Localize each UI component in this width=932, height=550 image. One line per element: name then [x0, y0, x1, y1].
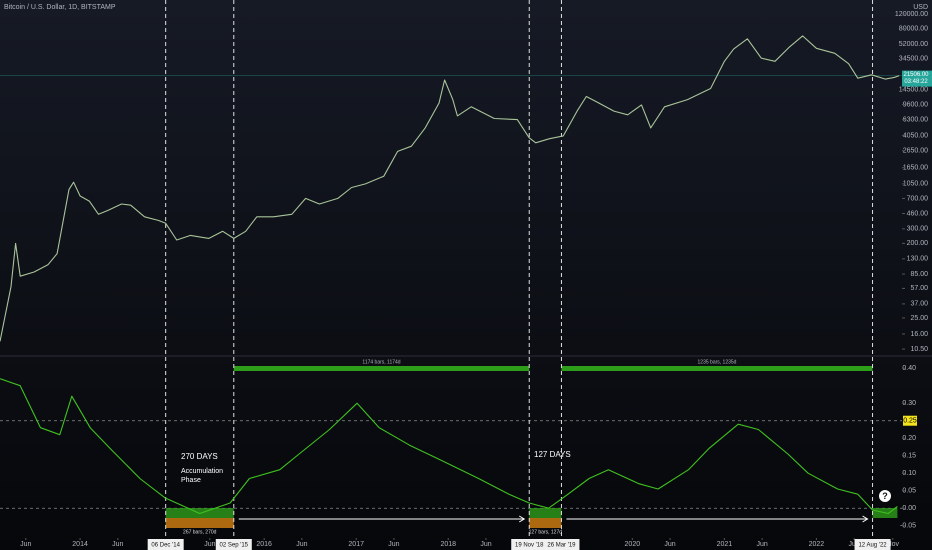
x-tick-label: 2022 — [809, 541, 825, 548]
x-tick-label: Jun — [20, 541, 31, 548]
y-tick-label: 130.00 — [907, 256, 929, 263]
range-box — [529, 508, 562, 518]
series-line — [0, 378, 898, 515]
y-tick-label: 0.30 — [902, 400, 916, 407]
last-price-bg — [902, 70, 932, 87]
annotation: Accumulation — [181, 468, 223, 475]
x-tick-label: Nov — [887, 541, 900, 548]
y-tick-label: 14500.00 — [899, 87, 928, 94]
marker-label-bg — [511, 539, 548, 550]
marker-label-bg — [215, 539, 252, 550]
x-tick-label: Jun — [296, 541, 307, 548]
last-price-label: 21506.00 — [903, 72, 929, 78]
y-tick-label: 4050.00 — [903, 132, 928, 139]
y-tick-label: 80000.00 — [899, 25, 928, 32]
question-badge — [879, 490, 891, 502]
range-label: 1235 bars, 1235d — [698, 359, 737, 365]
y-tick-label: 700.00 — [907, 195, 929, 202]
y-tick-label: 1650.00 — [903, 165, 928, 172]
range-box-lower — [529, 518, 562, 528]
countdown-label: 03:48:22 — [904, 79, 928, 85]
y-tick-label: 2650.00 — [903, 148, 928, 155]
y-tick-label: 0.15 — [902, 453, 916, 460]
y-tick-label: 85.00 — [910, 271, 928, 278]
y-tick-label: 25.00 — [910, 315, 928, 322]
y-tick-label: 0.10 — [902, 470, 916, 477]
marker-label-bg — [854, 539, 891, 550]
y-tick-label: 52000.00 — [899, 41, 928, 48]
y-tick-label: 460.00 — [907, 210, 929, 217]
annotation: 270 DAYS — [181, 452, 218, 461]
y-tick-label: 57.00 — [910, 285, 928, 292]
marker-label: 19 Nov '18 — [515, 543, 544, 549]
marker-label-bg — [543, 539, 580, 550]
marker-label: 02 Sep '15 — [220, 543, 249, 549]
x-tick-label: 2020 — [625, 541, 641, 548]
y-tick-label: 120000.00 — [895, 11, 928, 18]
y-tick-label: 37.00 — [910, 301, 928, 308]
range-label: 1174 bars, 1174d — [362, 359, 400, 365]
annotation: ? — [882, 491, 888, 501]
arrow-head — [518, 515, 526, 523]
range-label: 267 bars, 270d — [183, 529, 217, 535]
y-tick-label: 6300.00 — [903, 116, 928, 123]
marker-label: 26 Mar '19 — [547, 543, 576, 549]
range-bar — [233, 366, 530, 371]
chart-title: Bitcoin / U.S. Dollar, 1D, BITSTAMP — [4, 4, 116, 11]
unit-label: USD — [913, 4, 928, 11]
x-tick-label: 2021 — [717, 541, 733, 548]
reference-label: 0.25 — [903, 418, 917, 425]
reference-label-bg — [903, 415, 917, 426]
x-tick-label: Jun — [480, 541, 491, 548]
marker-label-bg — [147, 539, 184, 550]
x-tick-label: 2016 — [256, 541, 272, 548]
y-tick-label: 16.00 — [910, 331, 928, 338]
y-tick-label: 10.50 — [910, 346, 928, 353]
arrow-head — [862, 515, 869, 523]
y-tick-label: 0.20 — [902, 435, 916, 442]
x-tick-label: Jun — [848, 541, 859, 548]
x-tick-label: 2017 — [348, 541, 364, 548]
y-tick-label: 1050.00 — [903, 181, 928, 188]
range-box-lower — [165, 518, 234, 528]
annotation: Phase — [181, 477, 201, 484]
x-tick-label: 2014 — [72, 541, 88, 548]
y-tick-label: 200.00 — [907, 240, 929, 247]
x-tick-label: Jun — [664, 541, 675, 548]
y-tick-label: 0.40 — [902, 365, 916, 372]
marker-label: 12 Aug '22 — [858, 543, 887, 549]
y-tick-label: 9600.00 — [903, 101, 928, 108]
marker-label: 06 Dec '14 — [151, 543, 180, 549]
range-label: 127 bars, 127d — [529, 529, 563, 535]
y-tick-label: 0.05 — [902, 488, 916, 495]
x-tick-label: Jun — [204, 541, 215, 548]
x-tick-label: 2018 — [440, 541, 456, 548]
x-tick-label: Jun — [112, 541, 123, 548]
y-tick-label: -0.05 — [900, 523, 916, 530]
series-line — [0, 35, 900, 342]
range-bar — [561, 366, 873, 371]
y-tick-label: 0.00 — [902, 505, 916, 512]
annotation: 127 DAYS — [534, 450, 571, 459]
x-tick-label: Jun — [756, 541, 767, 548]
x-tick-label: Jun — [388, 541, 399, 548]
y-tick-label: 34500.00 — [899, 55, 928, 62]
y-tick-label: 300.00 — [907, 226, 929, 233]
